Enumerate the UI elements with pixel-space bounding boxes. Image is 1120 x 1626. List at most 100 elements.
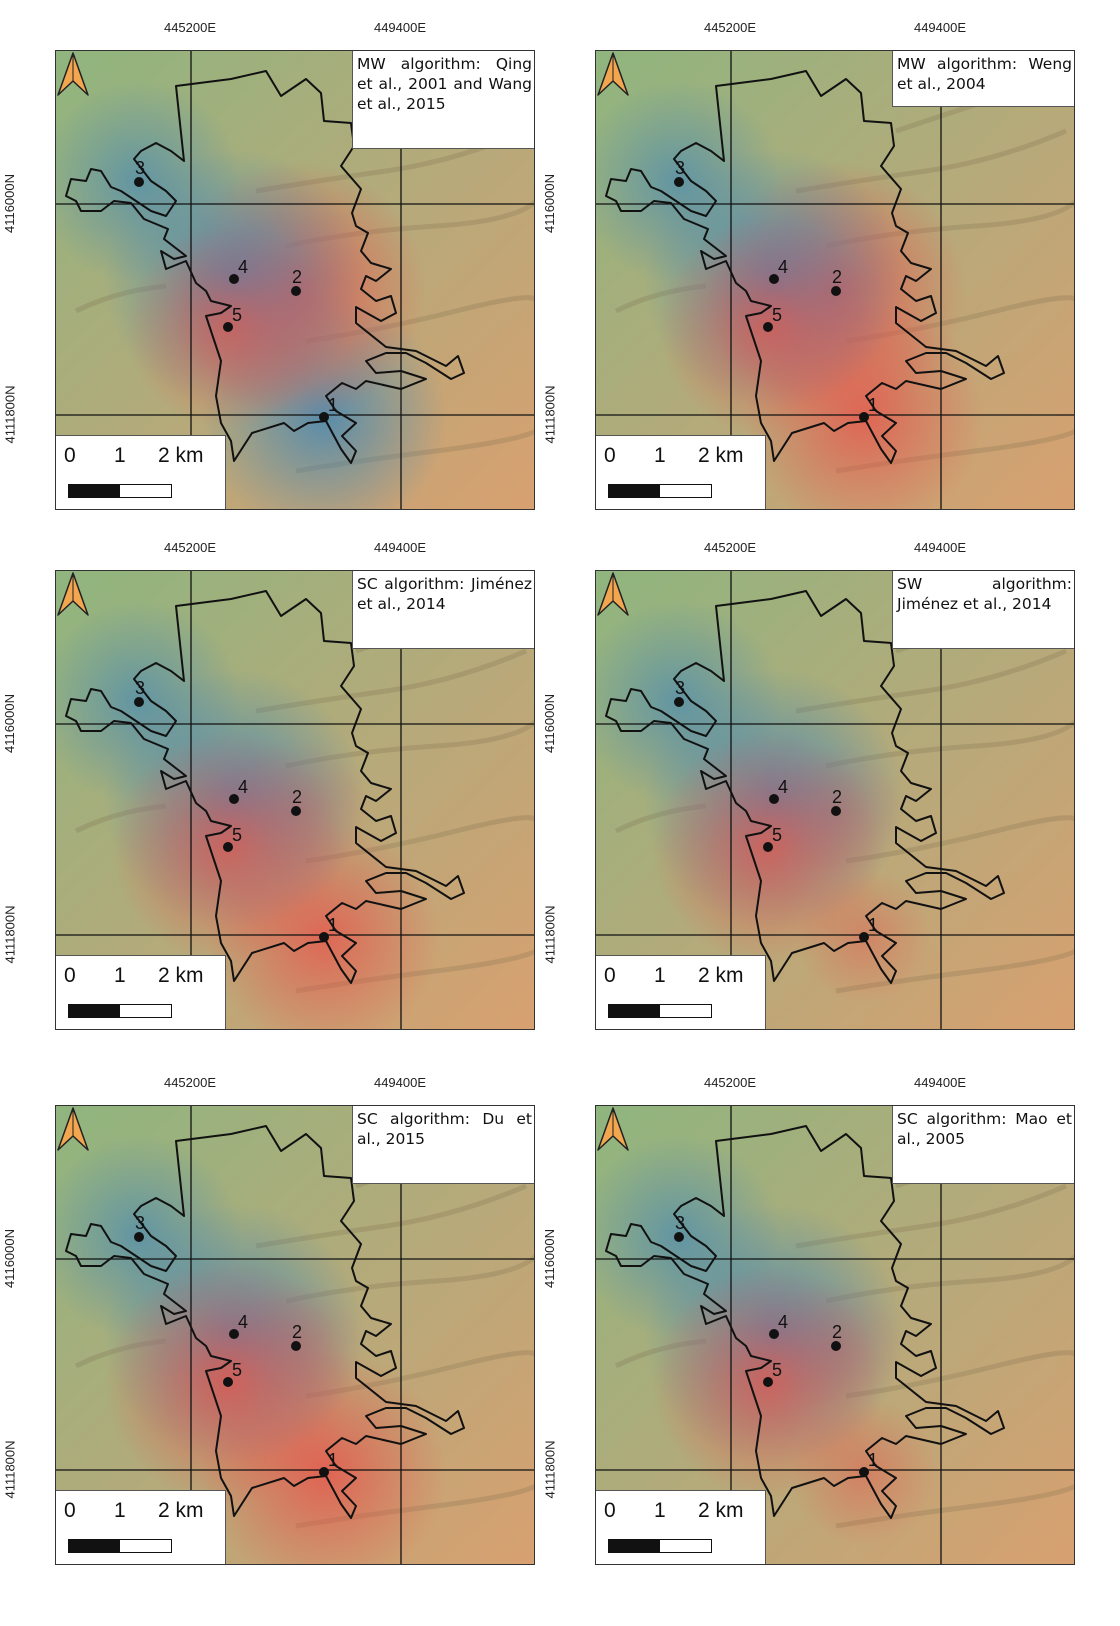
city-boundary bbox=[65, 1125, 465, 1519]
station-label-5: 5 bbox=[772, 305, 782, 325]
station-label-5: 5 bbox=[772, 825, 782, 845]
scale-label-one: 1 bbox=[654, 444, 666, 467]
station-point-1 bbox=[319, 932, 329, 942]
northing-label-text: 4111800N bbox=[2, 1439, 18, 1499]
lst-map: 1 2 3 4 5 bbox=[56, 51, 534, 509]
station-label-4: 4 bbox=[238, 257, 248, 277]
lst-map: 1 2 3 4 5 bbox=[56, 571, 534, 1029]
scale-bar-box: 0 1 2 km bbox=[56, 435, 226, 509]
station-label-2: 2 bbox=[292, 787, 302, 807]
station-label-4: 4 bbox=[238, 777, 248, 797]
easting-label: 445200E bbox=[163, 1075, 217, 1090]
map-panel: 445200E 449400E 4116000N 4111800N 1 2 3 4 5 MW al… bbox=[0, 20, 540, 540]
station-point-2 bbox=[291, 1341, 301, 1351]
scale-label-one: 1 bbox=[114, 1499, 126, 1522]
north-arrow-icon bbox=[597, 1107, 629, 1151]
northing-label-text: 4116000N bbox=[542, 693, 558, 753]
scale-bar-white bbox=[660, 1540, 711, 1552]
northing-label: 4116000N bbox=[0, 1222, 20, 1294]
station-label-1: 1 bbox=[328, 395, 338, 415]
algorithm-title: SC algorithm: Jiménez et al., 2014 bbox=[352, 571, 534, 649]
station-label-1: 1 bbox=[868, 915, 878, 935]
station-label-2: 2 bbox=[832, 267, 842, 287]
scale-bar-black bbox=[69, 1005, 120, 1017]
station-label-4: 4 bbox=[778, 1312, 788, 1332]
northing-label-text: 4116000N bbox=[542, 173, 558, 233]
scale-bar bbox=[68, 484, 172, 498]
scale-bar-black bbox=[609, 1005, 660, 1017]
scale-bar bbox=[608, 1539, 712, 1553]
station-point-1 bbox=[859, 1467, 869, 1477]
scale-label-zero: 0 bbox=[604, 964, 616, 987]
easting-label: 449400E bbox=[913, 20, 967, 35]
station-point-2 bbox=[291, 806, 301, 816]
station-point-1 bbox=[319, 1467, 329, 1477]
scale-label-two: 2 km bbox=[158, 1499, 204, 1522]
station-point-3 bbox=[134, 177, 144, 187]
scale-bar-white bbox=[120, 485, 171, 497]
station-label-5: 5 bbox=[232, 305, 242, 325]
city-boundary bbox=[65, 70, 465, 464]
algorithm-title: SC algorithm: Du et al., 2015 bbox=[352, 1106, 534, 1184]
scale-bar-white bbox=[120, 1540, 171, 1552]
scale-label-two: 2 km bbox=[698, 964, 744, 987]
northing-label-text: 4116000N bbox=[2, 693, 18, 753]
map-frame: 1 2 3 4 5 MW algorithm: Qing et al., 2001 and… bbox=[55, 50, 535, 510]
station-point-2 bbox=[831, 806, 841, 816]
station-point-3 bbox=[134, 1232, 144, 1242]
station-point-5 bbox=[763, 842, 773, 852]
northing-label-text: 4111800N bbox=[542, 904, 558, 964]
station-point-4 bbox=[769, 1329, 779, 1339]
scale-bar-box: 0 1 2 km bbox=[56, 955, 226, 1029]
scale-bar-black bbox=[69, 485, 120, 497]
northing-label: 4111800N bbox=[0, 378, 20, 450]
station-point-3 bbox=[674, 1232, 684, 1242]
station-label-2: 2 bbox=[832, 787, 842, 807]
map-frame: 1 2 3 4 5 SC algorithm: Mao et al., 2005 0 1 2 k… bbox=[595, 1105, 1075, 1565]
station-point-5 bbox=[223, 842, 233, 852]
north-arrow-icon bbox=[57, 52, 89, 96]
easting-label: 445200E bbox=[163, 20, 217, 35]
station-point-5 bbox=[763, 322, 773, 332]
easting-label: 449400E bbox=[373, 1075, 427, 1090]
scale-bar bbox=[608, 1004, 712, 1018]
northing-label: 4111800N bbox=[0, 1433, 20, 1505]
scale-label-two: 2 km bbox=[158, 444, 204, 467]
scale-label-two: 2 km bbox=[698, 1499, 744, 1522]
station-point-1 bbox=[319, 412, 329, 422]
station-label-1: 1 bbox=[328, 1450, 338, 1470]
map-frame: 1 2 3 4 5 SW algorithm: Jiménez et al., 2014 0… bbox=[595, 570, 1075, 1030]
easting-label: 445200E bbox=[703, 1075, 757, 1090]
scale-bar bbox=[68, 1539, 172, 1553]
north-arrow-icon bbox=[597, 572, 629, 616]
northing-label: 4116000N bbox=[540, 167, 560, 239]
station-point-4 bbox=[229, 794, 239, 804]
station-point-3 bbox=[674, 177, 684, 187]
northing-label: 4111800N bbox=[540, 898, 560, 970]
city-boundary bbox=[605, 70, 1005, 464]
station-point-5 bbox=[763, 1377, 773, 1387]
northing-label-text: 4116000N bbox=[542, 1228, 558, 1288]
station-label-1: 1 bbox=[868, 1450, 878, 1470]
north-arrow-icon bbox=[57, 572, 89, 616]
station-label-3: 3 bbox=[675, 158, 685, 178]
north-arrow-icon bbox=[57, 1107, 89, 1151]
station-label-3: 3 bbox=[675, 1213, 685, 1233]
station-point-4 bbox=[769, 794, 779, 804]
northing-label: 4116000N bbox=[0, 687, 20, 759]
scale-bar-black bbox=[609, 485, 660, 497]
scale-label-two: 2 km bbox=[158, 964, 204, 987]
station-label-3: 3 bbox=[135, 1213, 145, 1233]
map-panel: 445200E 449400E 4116000N 4111800N 1 2 3 4 5 SC al… bbox=[540, 1075, 1080, 1595]
easting-label: 449400E bbox=[913, 540, 967, 555]
station-label-4: 4 bbox=[238, 1312, 248, 1332]
station-label-4: 4 bbox=[778, 777, 788, 797]
scale-label-zero: 0 bbox=[64, 964, 76, 987]
easting-label: 445200E bbox=[163, 540, 217, 555]
scale-label-one: 1 bbox=[114, 444, 126, 467]
scale-label-zero: 0 bbox=[64, 444, 76, 467]
algorithm-title: MW algorithm: Weng et al., 2004 bbox=[892, 51, 1074, 107]
scale-bar bbox=[68, 1004, 172, 1018]
station-label-5: 5 bbox=[232, 1360, 242, 1380]
station-label-3: 3 bbox=[135, 158, 145, 178]
